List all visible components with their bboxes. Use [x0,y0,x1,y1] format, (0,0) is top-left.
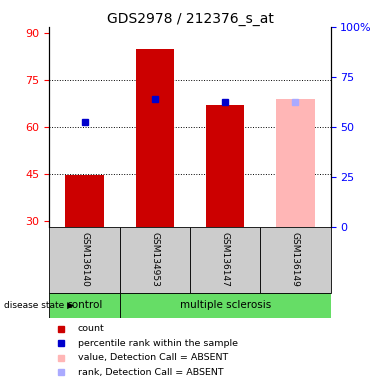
Bar [260,227,331,293]
Bar [65,175,104,227]
Bar [276,99,315,227]
Bar [49,227,120,293]
Bar [120,227,190,293]
Text: disease state ▶: disease state ▶ [4,301,74,310]
Text: GSM134953: GSM134953 [150,232,159,287]
Text: value, Detection Call = ABSENT: value, Detection Call = ABSENT [78,353,228,362]
Text: GSM136149: GSM136149 [291,232,300,287]
Text: rank, Detection Call = ABSENT: rank, Detection Call = ABSENT [78,368,223,377]
Title: GDS2978 / 212376_s_at: GDS2978 / 212376_s_at [106,12,274,26]
Text: control: control [66,300,103,310]
Bar [206,105,244,227]
Text: percentile rank within the sample: percentile rank within the sample [78,339,238,348]
Text: GSM136147: GSM136147 [221,232,230,287]
Bar [120,293,331,318]
Text: GSM136140: GSM136140 [80,232,89,287]
Bar [190,227,260,293]
Bar [136,49,174,227]
Bar [49,293,120,318]
Text: count: count [78,324,104,333]
Text: multiple sclerosis: multiple sclerosis [179,300,271,310]
